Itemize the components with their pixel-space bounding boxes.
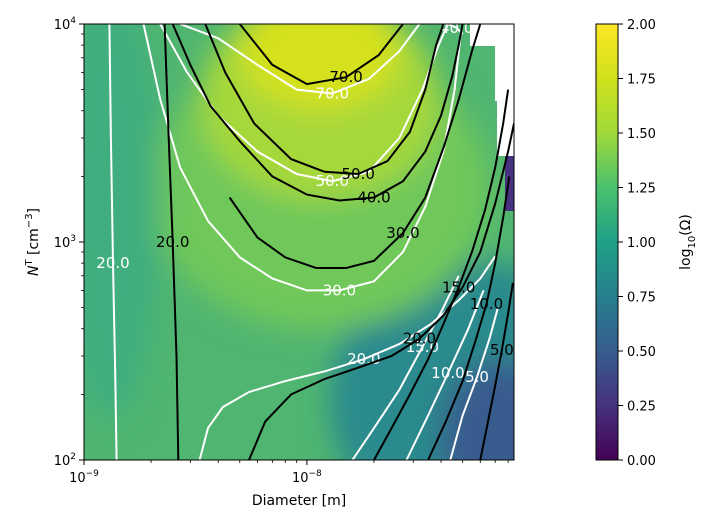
contour-line [163, 24, 180, 460]
contour-line [171, 24, 464, 202]
contour-label: 70.0 [329, 68, 362, 86]
contour-label: 5.0 [490, 341, 514, 359]
y-axis-label: NT [cm−3] [24, 208, 42, 276]
contour-line [228, 24, 482, 269]
heatmap-empty-corner [470, 24, 514, 46]
x-tick-label: 10−9 [69, 469, 99, 486]
colorbar-tick-label: 0.50 [627, 345, 656, 360]
contour-label: 20.0 [403, 330, 436, 348]
contour-line [142, 24, 462, 292]
contour-line [239, 24, 404, 86]
contour-line [449, 307, 499, 460]
colorbar-tick-label: 1.75 [627, 73, 656, 88]
colorbar-ticks: 0.00 0.25 0.50 0.75 1.00 1.25 1.50 1.75 2.00 [618, 18, 656, 469]
colorbar-tick-label: 0.00 [627, 454, 656, 469]
y-tick-label: 102 [54, 452, 76, 469]
colorbar: 0.00 0.25 0.50 0.75 1.00 1.25 1.50 1.75 2.00 log… [595, 18, 698, 469]
x-tick-label: 10−8 [292, 469, 322, 486]
contour-label: 50.0 [341, 165, 374, 183]
heatmap-blob-peak [240, 24, 400, 110]
contour-line [248, 123, 514, 460]
contour-label: 30.0 [386, 224, 419, 242]
heatmap-dark-cell [505, 156, 514, 211]
colorbar-gradient [595, 23, 619, 461]
contour-label: 70.0 [316, 85, 349, 103]
heatmap-blob-low-right-dark [440, 360, 514, 460]
contour-label: 50.0 [316, 172, 349, 190]
colorbar-label: log10(Ω) [678, 214, 698, 270]
contour-line [351, 275, 460, 460]
contour-line [479, 282, 514, 460]
contour-line [198, 255, 497, 460]
contour-label: 20.0 [96, 254, 129, 272]
heatmap-empty-corner-2 [495, 46, 514, 101]
contour-label: 40.0 [440, 19, 473, 37]
colorbar-tick-label: 2.00 [627, 18, 656, 33]
heatmap: 70.050.040.030.020.020.015.010.0 5.070.05… [84, 19, 514, 460]
contour-label: 10.0 [470, 295, 503, 313]
y-tick-label: 103 [54, 234, 76, 251]
contour-line [108, 24, 118, 460]
contour-lines: 70.050.040.030.020.020.015.010.0 5.070.05… [96, 19, 514, 460]
contour-label: 5.0 [465, 368, 489, 386]
colorbar-tick-label: 1.25 [627, 182, 656, 197]
contour-label: 15.0 [442, 278, 475, 296]
colorbar-tick-label: 1.00 [627, 236, 656, 251]
colorbar-tick-label: 1.50 [627, 127, 656, 142]
y-axis: 102 103 104 [54, 16, 84, 469]
contour-line [373, 89, 510, 460]
contour-line [179, 24, 421, 95]
heatmap-blob-left [84, 24, 160, 420]
contour-label: 30.0 [323, 281, 356, 299]
y-tick-label: 104 [54, 16, 77, 33]
x-axis: 10−9 10−8 [69, 460, 509, 486]
colorbar-tick-label: 0.75 [627, 291, 656, 306]
contour-line [427, 176, 511, 460]
x-axis-label: Diameter [m] [252, 493, 346, 509]
contour-line [204, 24, 445, 176]
colorbar-tick-label: 0.25 [627, 400, 656, 415]
contour-line [405, 290, 485, 460]
contour-label: 40.0 [357, 189, 390, 207]
contour-label: 10.0 [431, 364, 464, 382]
contour-label: 20.0 [156, 233, 189, 251]
